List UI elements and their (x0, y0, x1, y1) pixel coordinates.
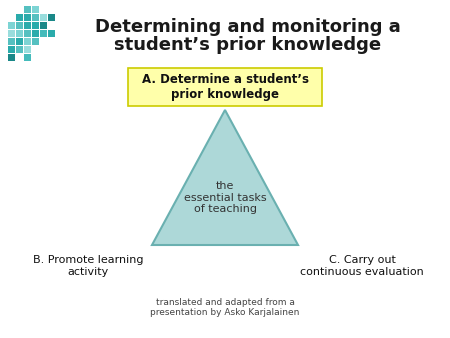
Bar (32, 22, 39, 29)
Bar (8, 30, 15, 37)
Bar (16, 38, 23, 45)
Bar (8, 22, 15, 29)
Bar (40, 22, 47, 29)
Bar (32, 6, 39, 13)
Text: C. Carry out
continuous evaluation: C. Carry out continuous evaluation (300, 255, 424, 276)
Bar (24, 54, 31, 61)
Bar (24, 14, 31, 21)
Bar (8, 38, 15, 45)
Bar (24, 6, 31, 13)
Text: A. Determine a student’s
prior knowledge: A. Determine a student’s prior knowledge (141, 73, 309, 101)
Text: student’s prior knowledge: student’s prior knowledge (114, 36, 382, 54)
Text: the
essential tasks
of teaching: the essential tasks of teaching (184, 181, 266, 214)
Bar (40, 14, 47, 21)
Polygon shape (152, 110, 298, 245)
FancyBboxPatch shape (128, 68, 322, 106)
Bar (48, 14, 55, 21)
Bar (16, 30, 23, 37)
Text: B. Promote learning
activity: B. Promote learning activity (33, 255, 143, 276)
Bar (24, 30, 31, 37)
Bar (8, 46, 15, 53)
Bar (24, 38, 31, 45)
Bar (16, 46, 23, 53)
Bar (24, 46, 31, 53)
Bar (32, 30, 39, 37)
Text: translated and adapted from a
presentation by Asko Karjalainen: translated and adapted from a presentati… (150, 298, 300, 317)
Text: Determining and monitoring a: Determining and monitoring a (95, 18, 401, 36)
Bar (32, 38, 39, 45)
Bar (8, 54, 15, 61)
Bar (32, 14, 39, 21)
Bar (16, 22, 23, 29)
Bar (48, 30, 55, 37)
Bar (40, 30, 47, 37)
Bar (24, 22, 31, 29)
Bar (16, 14, 23, 21)
